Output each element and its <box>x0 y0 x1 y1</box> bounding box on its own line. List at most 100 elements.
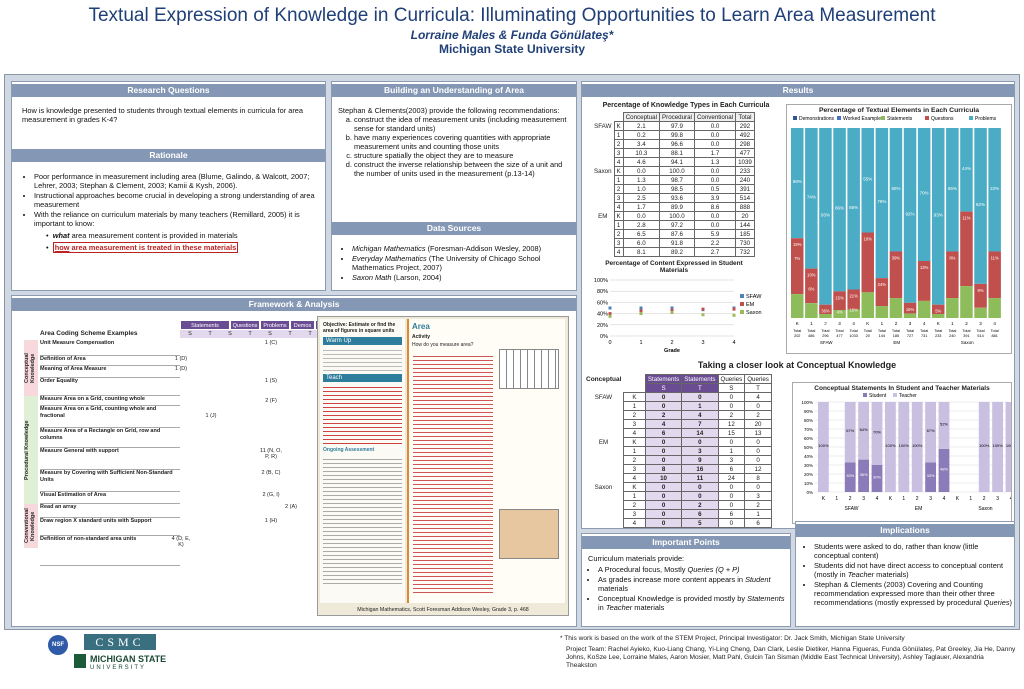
implications-header: Implications <box>796 524 1014 537</box>
msu-wordmark-sub: UNIVERSITY <box>90 665 147 671</box>
x-tick-label: 4 <box>732 340 735 346</box>
stacked-svg: Demonstrations Worked Examples Statements Q… <box>791 116 1001 345</box>
questions-segment <box>833 291 846 311</box>
ck-column-header: Statements <box>681 374 719 384</box>
legend-label: Saxon <box>746 310 762 316</box>
segment-label: 7% <box>794 256 800 261</box>
segment-label: 19% <box>793 242 802 247</box>
ck-cell: 8 <box>644 464 683 474</box>
segment-label: 5% <box>935 309 941 314</box>
questions-segment <box>988 251 1001 299</box>
problems-segment <box>805 128 818 269</box>
statements-segment <box>889 298 903 318</box>
coding-row-label: Measure Area on a Grid, counting whole <box>40 396 180 406</box>
ck-cell: 0 <box>681 482 719 492</box>
table-cell: 99.8 <box>659 130 695 140</box>
textual-elements-stacked-chart: Percentage of Textual Elements in Each C… <box>786 104 1012 354</box>
ck-subheader: S <box>644 383 683 393</box>
statements-segment <box>903 313 917 318</box>
ck-column-header: Queries <box>744 374 772 384</box>
x-tick-label: 2 <box>916 496 919 502</box>
table-row: 1 1.3 98.7 0.0 240 <box>592 175 755 185</box>
ck-cell: 2 <box>622 500 646 510</box>
coding-row-label: Visual Estimation of Area <box>40 492 180 504</box>
textbook-question: How do you measure area? <box>412 342 474 348</box>
teacher-bar <box>871 402 883 465</box>
data-label: 52% <box>940 421 948 426</box>
student-bar <box>938 448 950 492</box>
closer-look-heading: Taking a closer look at Conceptual Knowl… <box>697 360 897 370</box>
rationale-list: Poor performance in measurement includin… <box>24 172 319 253</box>
curriculum-label <box>584 465 623 474</box>
table-cell: K <box>613 211 624 221</box>
total-value: 727 <box>907 334 913 338</box>
ck-cell: 6 <box>717 509 746 519</box>
statements-segment <box>875 306 889 318</box>
corner-cell <box>592 113 614 122</box>
ck-cell: 4 <box>622 473 646 483</box>
implication-item: Students were asked to do, rather than k… <box>814 542 1012 560</box>
ck-cell: 2 <box>744 500 772 510</box>
poster-header: Textual Expression of Knowledge in Curri… <box>0 0 1024 76</box>
y-tick-label: 60% <box>597 300 608 306</box>
table-cell: 87.6 <box>659 229 695 239</box>
coding-row-label: Definition of Area <box>40 356 180 366</box>
problems-segment <box>932 128 945 305</box>
statements-segment <box>974 307 987 318</box>
y-tick-label: 40% <box>804 454 813 459</box>
table-cell: 10.3 <box>622 148 661 158</box>
grade-label: 4 <box>923 321 926 326</box>
legend-label: Problems <box>975 116 997 122</box>
data-label: 64% <box>860 427 868 432</box>
curriculum-label <box>592 230 614 239</box>
questions-segment <box>932 304 945 315</box>
textbook-caption: Michigan Mathematics, Scott Foresman Add… <box>357 607 529 613</box>
group-label: Saxon <box>961 340 974 345</box>
table-cell: 2.8 <box>622 220 661 230</box>
table-cell: 514 <box>735 193 755 203</box>
x-tick-label: 4 <box>943 496 946 502</box>
grade-label: 2 <box>895 321 898 326</box>
ck-subheader: T <box>681 383 719 393</box>
problems-segment <box>861 128 874 233</box>
y-tick-label: 90% <box>804 409 813 414</box>
source-item: Michigan Mathematics (Foresman-Addison W… <box>352 244 572 253</box>
ck-cell: 12 <box>717 419 746 429</box>
ck-cell: 0 <box>644 446 683 456</box>
segment-label: 22% <box>990 186 999 191</box>
questions-segment <box>889 251 903 299</box>
scatter-point <box>670 308 674 312</box>
footer-note: * This work is based on the work of the … <box>560 635 905 642</box>
tr: Conceptual Statements Statements Queries Que… <box>584 374 772 384</box>
table-cell: 5.9 <box>693 229 737 239</box>
problems-segment <box>974 128 987 284</box>
legend-label: Statements <box>887 116 913 122</box>
msu-helmet-icon <box>74 654 86 668</box>
implication-item: Stephan & Clements (2003) Covering and C… <box>814 580 1012 607</box>
total-value: 233 <box>935 334 941 338</box>
curriculum-label: Saxon <box>594 167 612 175</box>
data-label: 70% <box>873 430 881 435</box>
rationale-item: With the reliance on curriculum material… <box>34 210 319 253</box>
table-cell: 292 <box>735 121 755 131</box>
coding-column-header: Demos <box>290 320 315 330</box>
segment-label: 11% <box>962 216 970 221</box>
segment-label: 65% <box>891 186 900 191</box>
x-tick-label: 3 <box>929 496 932 502</box>
curriculum-label: Saxon <box>594 483 613 491</box>
data-label: 100% <box>885 443 896 448</box>
segment-label: 6% <box>808 287 814 292</box>
table-cell: 3 <box>613 148 624 158</box>
total-value: 391 <box>963 334 969 338</box>
total-value: 144 <box>879 334 885 338</box>
data-label: 67% <box>927 428 935 433</box>
grade-label: 1 <box>881 321 884 326</box>
segment-label: 16% <box>906 307 915 312</box>
content-scatter-chart: Percentage of Content Expressed in Stude… <box>584 260 784 360</box>
table-cell: 185 <box>735 229 755 239</box>
table-cell: 0.0 <box>693 130 737 140</box>
table-cell: 492 <box>735 130 755 140</box>
legend-swatch <box>863 393 867 397</box>
coding-row-label: Measure by Covering with Sufficient Non-… <box>40 470 180 492</box>
